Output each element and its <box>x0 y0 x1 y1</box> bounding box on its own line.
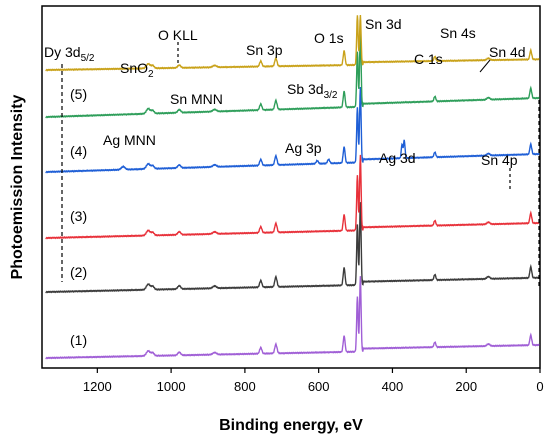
y-axis-label: Photoemission Intensity <box>9 94 26 279</box>
label-sno2: SnO2 <box>120 60 154 80</box>
label-sn-mnn: Sn MNN <box>170 91 223 107</box>
series-label-3: (3) <box>70 208 87 224</box>
label-o1s: O 1s <box>314 30 344 46</box>
label-sn4s: Sn 4s <box>440 25 476 41</box>
x-axis-ticks: 1200 1000 800 600 400 200 0 <box>83 368 544 394</box>
label-ag3p: Ag 3p <box>285 140 322 156</box>
x-tick-label: 400 <box>382 379 404 394</box>
x-tick-label: 1000 <box>157 379 186 394</box>
label-sn4d: Sn 4d <box>489 44 526 60</box>
series-label-5: (5) <box>70 86 87 102</box>
series-line <box>45 154 540 240</box>
x-axis-label: Binding energy, eV <box>219 417 363 434</box>
x-tick-label: 800 <box>234 379 256 394</box>
plot-frame <box>41 5 541 369</box>
series-layer <box>45 14 540 360</box>
series-line <box>45 202 540 294</box>
label-sn3p: Sn 3p <box>246 42 283 58</box>
series-line <box>45 31 540 119</box>
series-line <box>45 86 540 174</box>
label-sn4p: Sn 4p <box>481 152 518 168</box>
sn4s-pointer <box>479 59 491 73</box>
label-c1s: C 1s <box>414 51 443 67</box>
label-o-kll: O KLL <box>158 27 198 43</box>
series-label-2: (2) <box>70 264 87 280</box>
x-tick-label: 600 <box>308 379 330 394</box>
x-tick-label: 1200 <box>83 379 112 394</box>
series-label-1: (1) <box>70 332 87 348</box>
series-line <box>45 14 540 72</box>
label-sn3d: Sn 3d <box>365 16 402 32</box>
x-tick-label: 0 <box>536 379 543 394</box>
label-ag-mnn: Ag MNN <box>103 132 156 148</box>
series-line <box>45 276 540 360</box>
x-tick-label: 200 <box>455 379 477 394</box>
series-label-4: (4) <box>70 143 87 159</box>
label-ag3d: Ag 3d <box>379 150 416 166</box>
label-dy3d: Dy 3d5/2 <box>44 44 95 64</box>
label-sb3d: Sb 3d3/2 <box>287 81 338 101</box>
